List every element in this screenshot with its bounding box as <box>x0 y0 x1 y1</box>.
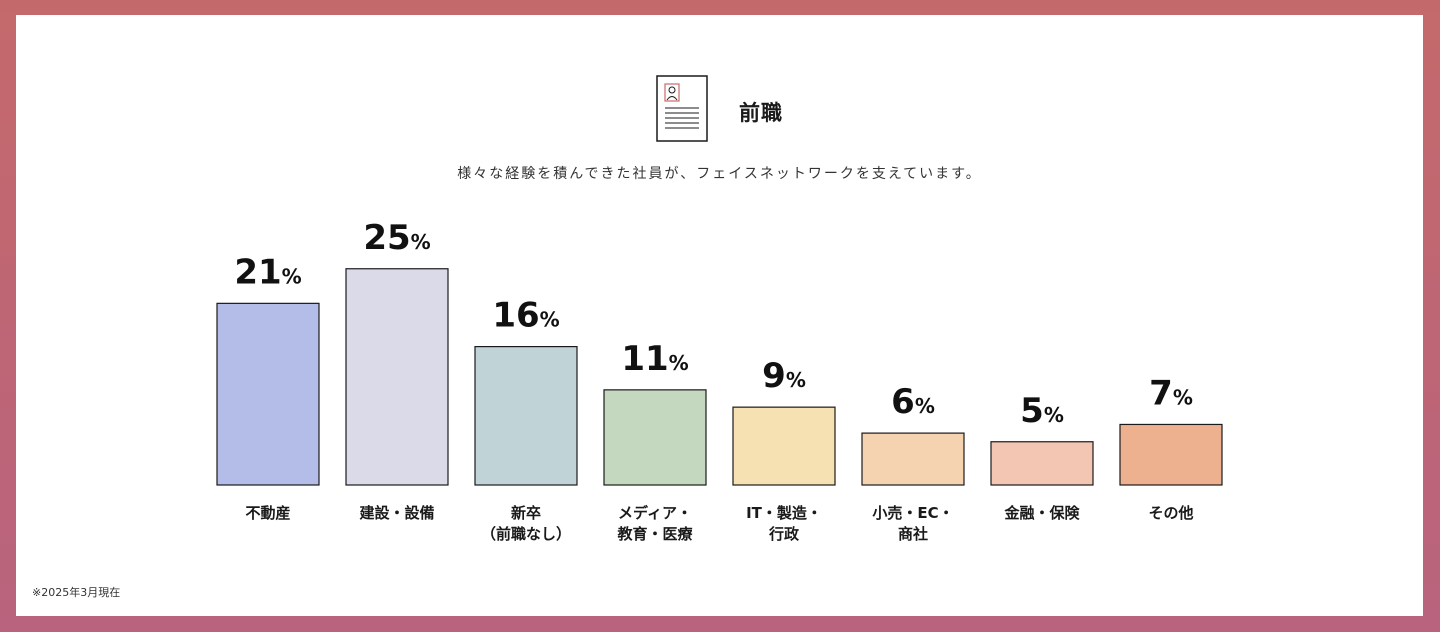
category-label-3-1: 教育・医療 <box>616 525 693 543</box>
page-subtitle: 様々な経験を積んできた社員が、フェイスネットワークを支えています。 <box>457 166 982 182</box>
data-label-3: 11% <box>621 339 688 379</box>
data-label-4: 9% <box>762 356 806 396</box>
data-label-6: 5% <box>1020 391 1064 431</box>
data-label-2: 16% <box>492 296 559 336</box>
bar-5 <box>861 432 965 486</box>
data-label-0: 21% <box>234 252 301 292</box>
category-label-4-1: 行政 <box>768 525 800 543</box>
category-label-1-0: 建設・設備 <box>359 504 434 522</box>
bar-0 <box>216 302 320 486</box>
category-label-2-1: （前職なし） <box>481 525 571 543</box>
bar-chart: 21% 不動産 25% 建設・設備 16% 新卒 （前職なし） 11% メディア・教育・医療 9%… <box>216 218 1223 543</box>
bar-7 <box>1119 423 1223 486</box>
data-label-7: 7% <box>1149 373 1193 413</box>
bar-6 <box>990 441 1094 486</box>
category-label-2-0: 新卒 <box>511 504 541 522</box>
bar-3 <box>603 389 707 486</box>
bar-2 <box>474 346 578 486</box>
panel: 前職 様々な経験を積んできた社員が、フェイスネットワークを支えています。 21%… <box>16 15 1423 616</box>
category-label-6-0: 金融・保険 <box>1003 504 1080 522</box>
data-label-1: 25% <box>363 218 430 258</box>
category-label-4-0: IT・製造・ <box>746 504 822 522</box>
bar-1 <box>345 268 449 486</box>
category-label-5-0: 小売・EC・ <box>872 504 953 522</box>
bar-4 <box>732 406 836 486</box>
data-label-5: 6% <box>891 382 935 422</box>
footnote: ※2025年3月現在 <box>32 586 121 599</box>
resume-document-icon <box>656 75 708 142</box>
category-label-7-0: その他 <box>1148 504 1193 522</box>
page-title: 前職 <box>739 101 783 125</box>
category-label-0-0: 不動産 <box>245 504 290 522</box>
category-label-5-1: 商社 <box>898 525 928 543</box>
category-label-3-0: メディア・ <box>618 504 692 522</box>
